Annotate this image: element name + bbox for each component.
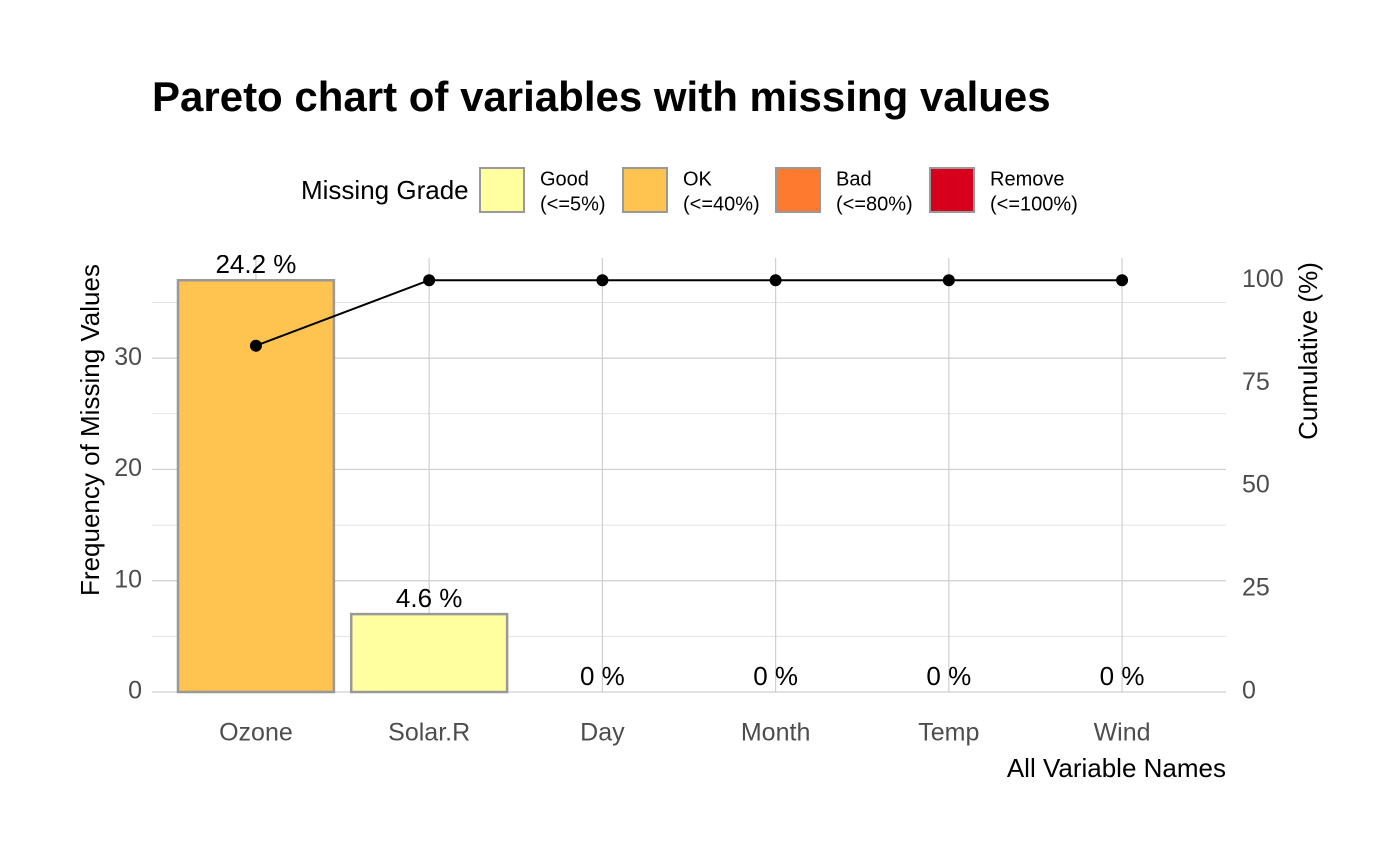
x-tick-label: Temp xyxy=(918,719,979,747)
legend-label: Bad xyxy=(836,168,872,190)
y-tick-label: 10 xyxy=(114,565,142,593)
cumulative-point xyxy=(1116,274,1129,287)
cumulative-point xyxy=(942,274,955,287)
legend-swatch xyxy=(479,167,525,213)
y2-tick-label: 0 xyxy=(1242,677,1256,705)
cumulative-point xyxy=(769,274,782,287)
x-tick-label: Day xyxy=(580,719,625,747)
chart-title: Pareto chart of variables with missing v… xyxy=(152,73,1051,120)
legend-label: (<=80%) xyxy=(836,193,913,215)
cumulative-point xyxy=(596,274,609,287)
x-tick-label: Wind xyxy=(1094,719,1151,747)
data-label: 0 % xyxy=(580,661,625,691)
y2-tick-label: 50 xyxy=(1242,471,1270,499)
data-label: 0 % xyxy=(926,661,971,691)
legend-label: (<=5%) xyxy=(540,193,606,215)
legend-label: OK xyxy=(683,168,713,190)
legend-swatch xyxy=(929,167,975,213)
y-tick-label: 0 xyxy=(128,677,142,705)
x-tick-label: Ozone xyxy=(219,719,293,747)
legend-label: (<=40%) xyxy=(683,193,760,215)
legend-label: Good xyxy=(540,168,589,190)
y2-tick-label: 25 xyxy=(1242,574,1270,602)
legend-title: Missing Grade xyxy=(301,175,469,205)
cumulative-point xyxy=(423,274,436,287)
x-tick-label: Month xyxy=(741,719,810,747)
y2-tick-label: 100 xyxy=(1242,265,1284,293)
data-label: 24.2 % xyxy=(215,249,296,279)
cumulative-line xyxy=(255,279,1123,347)
legend-swatch xyxy=(775,167,821,213)
data-label: 0 % xyxy=(1100,661,1145,691)
legend-label: (<=100%) xyxy=(990,193,1078,215)
x-tick-label: Solar.R xyxy=(388,719,470,747)
y-tick-label: 20 xyxy=(114,454,142,482)
data-label: 4.6 % xyxy=(396,583,463,613)
y2-tick-label: 75 xyxy=(1242,368,1270,396)
cumulative-point xyxy=(249,339,262,352)
y-tick-label: 30 xyxy=(114,343,142,371)
y-axis-title: Frequency of Missing Values xyxy=(75,264,105,596)
bar xyxy=(349,612,509,694)
data-label: 0 % xyxy=(753,661,798,691)
y2-axis-title: Cumulative (%) xyxy=(1293,262,1323,440)
legend-swatch xyxy=(622,167,668,213)
legend-label: Remove xyxy=(990,168,1064,190)
x-axis-title: All Variable Names xyxy=(1007,753,1226,783)
plot-area: 24.2 % 4.6 % 0 % 0 % 0 % 0 % xyxy=(176,249,1145,694)
